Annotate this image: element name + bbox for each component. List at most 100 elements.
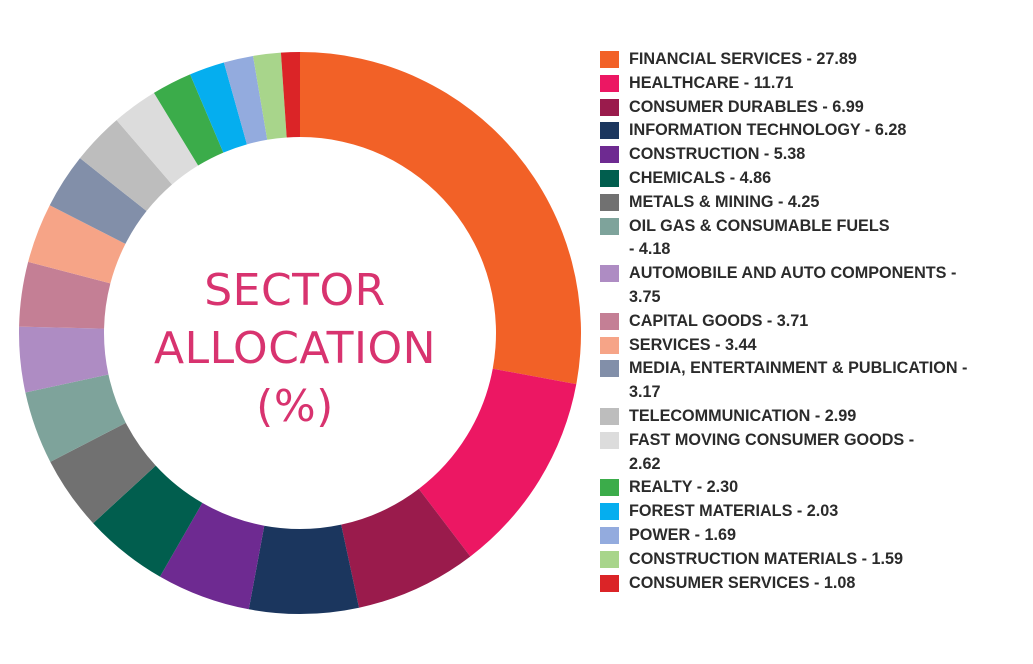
- legend-swatch: [600, 146, 619, 164]
- legend-label: REALTY: [629, 478, 693, 497]
- legend-value: 6.99: [832, 97, 864, 116]
- legend-separator: -: [692, 478, 707, 497]
- legend-label: OIL GAS & CONSUMABLE FUELS: [629, 216, 890, 235]
- legend-swatch: [600, 574, 619, 592]
- legend-separator: -: [802, 50, 817, 68]
- legend-swatch: [600, 479, 619, 497]
- legend-separator: -: [792, 502, 807, 521]
- legend-label: CONSTRUCTION MATERIALS: [629, 549, 858, 568]
- pie-slice-fast-moving-consumer-goods: [116, 92, 199, 185]
- legend-item: MEDIA, ENTERTAINMENT & PUBLICATION - 3.17: [600, 357, 1025, 405]
- legend-swatch: [600, 193, 619, 211]
- legend-value: 2.99: [824, 406, 857, 425]
- legend-value: 27.89: [816, 50, 857, 68]
- chart-title-line-3: (%): [256, 381, 334, 432]
- pie-slice-telecommunication: [80, 120, 173, 212]
- legend-label: TELECOMMUNICATION: [629, 406, 811, 425]
- legend-separator: -: [629, 240, 639, 259]
- legend-item: CONSUMER DURABLES - 6.99: [600, 96, 1025, 120]
- pie-slice-capital-goods: [19, 261, 111, 329]
- legend-item: FOREST MATERIALS - 2.03: [600, 500, 1025, 524]
- legend-value: 4.18: [638, 240, 671, 259]
- legend-item: FINANCIAL SERVICES - 27.89: [600, 48, 1025, 72]
- pie-slice-information-technology: [248, 524, 360, 614]
- legend-swatch: [600, 122, 619, 140]
- legend-separator: -: [946, 264, 957, 283]
- legend-value: 2.30: [706, 478, 739, 497]
- legend-separator: -: [690, 525, 705, 544]
- pie-slice-realty: [153, 74, 224, 166]
- legend-swatch: [600, 74, 619, 92]
- pie-slice-financial-services: [300, 52, 582, 385]
- legend-separator: -: [762, 311, 777, 330]
- legend-label: CONSUMER DURABLES: [629, 97, 818, 116]
- legend-value: 11.71: [753, 73, 794, 92]
- legend-label: INFORMATION TECHNOLOGY: [629, 121, 861, 140]
- legend-item: AUTOMOBILE AND AUTO COMPONENTS - 3.75: [600, 262, 1025, 310]
- legend-value: 1.69: [704, 525, 737, 544]
- pie-slice-healthcare: [418, 368, 577, 557]
- chart-title: SECTOR ALLOCATION (%): [60, 262, 530, 436]
- pie-slice-construction-materials: [253, 52, 287, 140]
- legend-label: MEDIA, ENTERTAINMENT & PUBLICATION: [629, 359, 958, 378]
- legend-swatch: [600, 51, 619, 68]
- pie-slice-oil-gas-consumable-fuels: [25, 374, 126, 462]
- legend-item: METALS & MINING - 4.25: [600, 191, 1025, 215]
- legend-swatch: [600, 526, 619, 544]
- legend-item: CHEMICALS - 4.86: [600, 167, 1025, 191]
- legend-swatch: [600, 431, 619, 449]
- legend-value: 3.75: [629, 287, 661, 306]
- legend-item: CONSUMER SERVICES - 1.08: [600, 572, 1025, 596]
- pie-slice-consumer-durables: [341, 488, 471, 608]
- legend-label: CHEMICALS: [629, 168, 726, 187]
- legend-label: FINANCIAL SERVICES: [629, 50, 802, 68]
- chart-title-line-1: SECTOR: [204, 265, 386, 316]
- legend-separator: -: [710, 335, 725, 354]
- legend-item: REALTY - 2.30: [600, 476, 1025, 500]
- pie-slice-consumer-services: [280, 52, 300, 138]
- legend-value: 4.86: [739, 168, 772, 187]
- legend-separator: -: [904, 430, 915, 449]
- legend-separator: -: [759, 145, 774, 164]
- legend-separator: -: [957, 359, 968, 378]
- legend-label: CAPITAL GOODS: [629, 311, 763, 330]
- legend-value: 3.44: [724, 335, 757, 354]
- legend-swatch: [600, 336, 619, 354]
- pie-slice-media-entertainment-publication: [49, 158, 147, 244]
- legend-separator: -: [857, 549, 872, 568]
- chart-legend: FINANCIAL SERVICES - 27.89 HEALTHCARE - 1…: [600, 48, 1025, 595]
- legend-swatch: [600, 503, 619, 521]
- legend-swatch: [600, 169, 619, 187]
- pie-slice-forest-materials: [190, 62, 247, 153]
- legend-label: FOREST MATERIALS: [629, 502, 793, 521]
- pie-slice-power: [223, 55, 268, 145]
- legend-label: CONSTRUCTION: [629, 145, 760, 164]
- pie-slice-services: [28, 205, 126, 284]
- legend-separator: -: [809, 573, 824, 592]
- legend-swatch: [600, 265, 619, 283]
- legend-item: FAST MOVING CONSUMER GOODS - 2.62: [600, 429, 1025, 477]
- legend-label: POWER: [629, 525, 691, 544]
- legend-value: 3.71: [776, 311, 809, 330]
- legend-swatch: [600, 550, 619, 568]
- legend-value: 2.62: [629, 454, 661, 473]
- legend-swatch: [600, 312, 619, 330]
- pie-slice-automobile-and-auto-components: [18, 326, 109, 393]
- legend-separator: -: [773, 192, 788, 211]
- legend-separator: -: [817, 97, 833, 116]
- legend-item: TELECOMMUNICATION - 2.99: [600, 405, 1025, 429]
- legend-item: HEALTHCARE - 11.71: [600, 72, 1025, 96]
- legend-item: POWER - 1.69: [600, 524, 1025, 548]
- legend-item: OIL GAS & CONSUMABLE FUELS - 4.18: [600, 215, 1025, 263]
- legend-separator: -: [860, 121, 875, 140]
- legend-swatch: [600, 98, 619, 116]
- legend-label: CONSUMER SERVICES: [629, 573, 810, 592]
- legend-separator: -: [810, 406, 825, 425]
- legend-label: FAST MOVING CONSUMER GOODS: [629, 430, 905, 449]
- legend-value: 2.03: [806, 502, 839, 521]
- pie-slice-construction: [159, 502, 265, 610]
- legend-swatch: [600, 217, 619, 235]
- legend-separator: -: [725, 168, 740, 187]
- legend-label: AUTOMOBILE AND AUTO COMPONENTS: [629, 264, 947, 283]
- legend-label: SERVICES: [629, 335, 711, 354]
